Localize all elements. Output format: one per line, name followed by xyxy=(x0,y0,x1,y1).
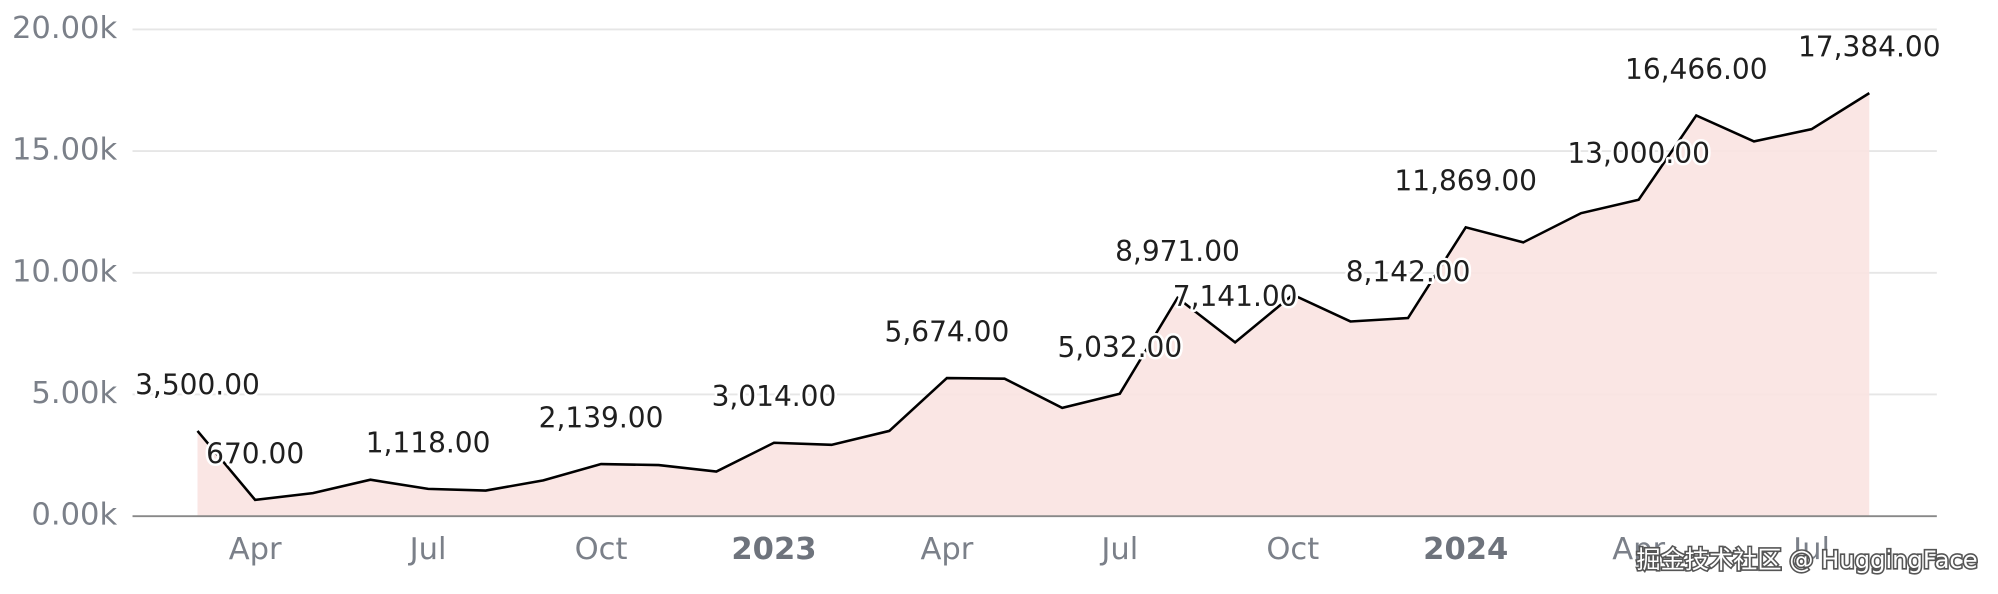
y-tick-label: 10.00k xyxy=(12,254,118,289)
data-label: 670.00 xyxy=(206,437,304,470)
y-tick-label: 5.00k xyxy=(31,376,117,411)
data-label: 5,032.00 xyxy=(1057,331,1182,364)
data-label: 11,869.00 xyxy=(1394,165,1537,198)
x-tick-label: Oct xyxy=(575,532,628,567)
data-label: 3,014.00 xyxy=(712,380,837,413)
data-label: 5,674.00 xyxy=(885,315,1010,348)
data-label: 8,971.00 xyxy=(1115,235,1240,268)
x-tick-label: 2023 xyxy=(731,532,816,567)
y-tick-label: 15.00k xyxy=(12,133,118,168)
y-tick-label: 0.00k xyxy=(31,498,117,533)
data-label: 8,142.00 xyxy=(1346,255,1471,288)
x-tick-label: 2024 xyxy=(1423,532,1508,567)
data-label: 2,139.00 xyxy=(539,402,664,435)
data-label: 3,500.00 xyxy=(135,368,260,401)
x-tick-label: Jul xyxy=(1791,532,1830,567)
data-label: 16,466.00 xyxy=(1625,53,1768,86)
y-tick-label: 20.00k xyxy=(12,11,118,46)
data-label: 13,000.00 xyxy=(1567,137,1710,170)
x-tick-label: Apr xyxy=(229,532,282,567)
watermark: 掘金技术社区 @ HuggingFace xyxy=(1636,546,1977,574)
x-tick-label: Jul xyxy=(408,532,447,567)
line xyxy=(196,92,1870,502)
x-tick-label: Oct xyxy=(1266,532,1319,567)
data-label: 1,118.00 xyxy=(366,426,491,459)
x-tick-label: Apr xyxy=(920,532,973,567)
area xyxy=(197,93,1870,517)
x-tick-label: Apr xyxy=(1612,532,1665,567)
data-label: 7,141.00 xyxy=(1173,280,1298,313)
data-label: 17,384.00 xyxy=(1798,30,1941,63)
x-tick-label: Jul xyxy=(1099,532,1138,567)
